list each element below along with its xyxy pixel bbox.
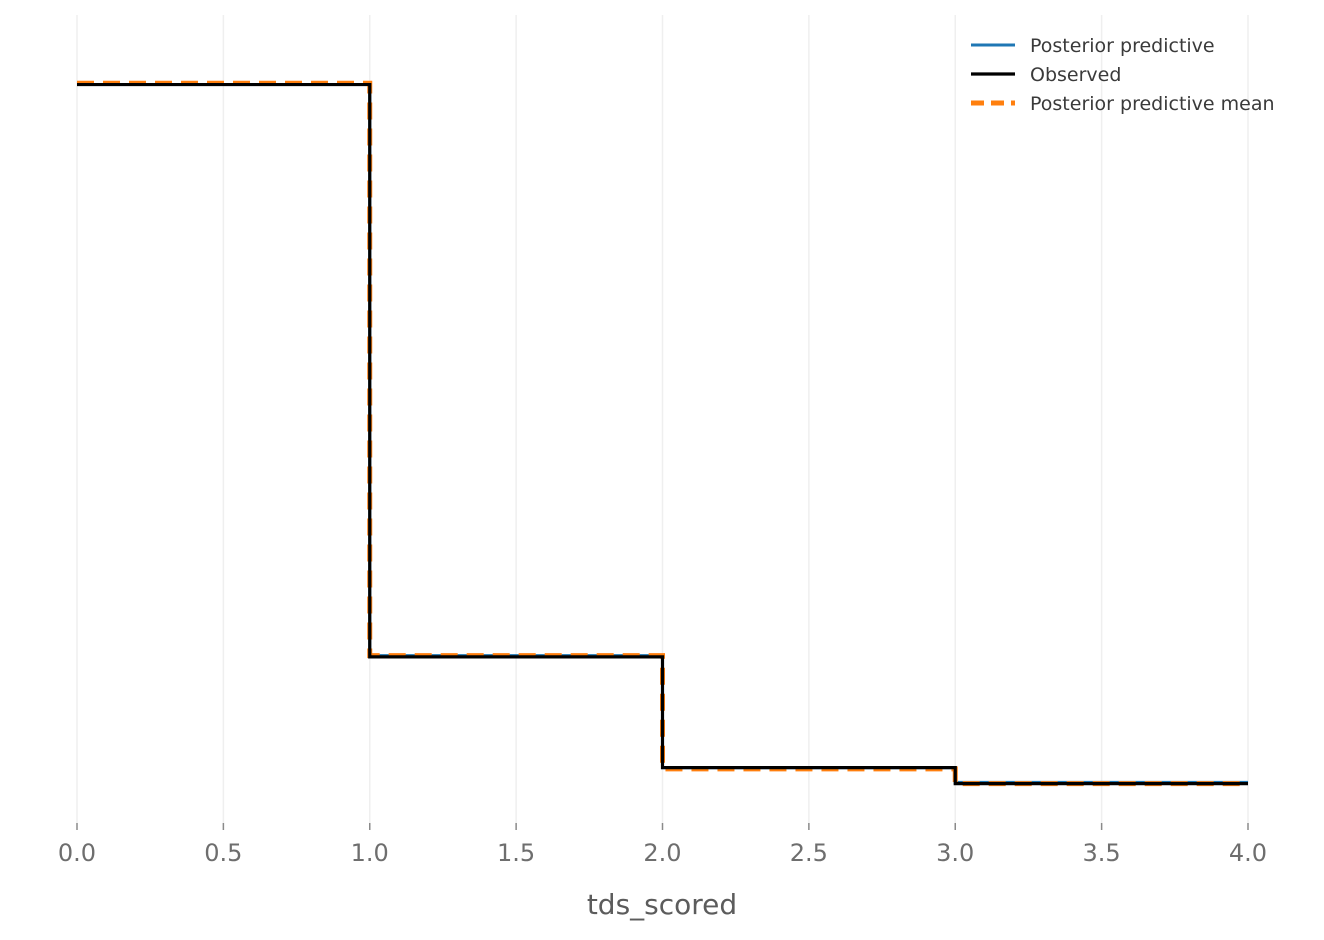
- x-axis: 0.0 0.5 1.0 1.5 2.0 2.5 3.0 3.5 4.0: [58, 823, 1267, 867]
- x-axis-title: tds_scored: [587, 888, 737, 921]
- x-tick-label: 3.0: [936, 839, 974, 867]
- x-tick-label: 0.0: [58, 839, 96, 867]
- legend-label: Observed: [1030, 64, 1121, 86]
- x-tick-label: 3.5: [1083, 839, 1121, 867]
- legend-item: Observed: [971, 64, 1121, 86]
- legend-label: Posterior predictive mean: [1030, 93, 1275, 115]
- series-layer: [77, 80, 1248, 787]
- x-tick-label: 4.0: [1229, 839, 1267, 867]
- legend-item: Posterior predictive mean: [971, 93, 1275, 115]
- x-tick-label: 1.0: [351, 839, 389, 867]
- legend: Posterior predictive Observed Posterior pr…: [971, 35, 1275, 115]
- x-tick-label: 2.0: [643, 839, 681, 867]
- x-tick-label: 1.5: [497, 839, 535, 867]
- series-line-observed: [77, 82, 1248, 786]
- legend-item: Posterior predictive: [971, 35, 1215, 57]
- legend-label: Posterior predictive: [1030, 35, 1215, 57]
- x-tick-label: 2.5: [790, 839, 828, 867]
- x-tick-label: 0.5: [204, 839, 242, 867]
